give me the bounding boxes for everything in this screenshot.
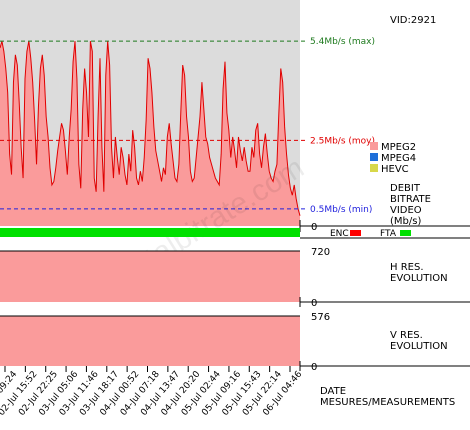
v-res-label-line2: EVOLUTION (390, 341, 448, 352)
vid-label: VID:2921 (390, 15, 436, 26)
bitrate-series-line (0, 40, 301, 216)
bitrate-area-layer (0, 40, 301, 227)
reference-label-avg: 2.5Mb/s (moy) (310, 136, 375, 146)
v-res-value-label: 576 (311, 312, 330, 323)
legend-swatch-hevc (370, 164, 378, 172)
v-res-label-line1: V RES. (390, 330, 423, 341)
fta-strip (0, 228, 300, 237)
h-res-area (0, 251, 300, 302)
h-res-value-label: 720 (311, 247, 330, 258)
x-title-line2: MESURES/MEASUREMENTS (320, 397, 455, 408)
reference-label-min: 0.5Mb/s (min) (310, 205, 372, 215)
bitrate-label-line3: VIDEO (390, 205, 422, 216)
v-res-zero-label: 0 (311, 362, 317, 373)
bitrate-label-line1: DEBIT (390, 183, 421, 194)
enc-swatch (350, 230, 361, 236)
legend-label-mpeg2: MPEG2 (381, 142, 416, 153)
reference-lines: 5.4Mb/s (max) 2.5Mb/s (moy) 0.5Mb/s (min) (0, 37, 375, 215)
bitrate-zero-label: 0 (311, 222, 317, 233)
enc-label: ENC (330, 229, 349, 239)
v-res-area (0, 316, 300, 366)
legend-swatch-mpeg2 (370, 142, 378, 150)
reference-label-max: 5.4Mb/s (max) (310, 37, 375, 47)
codec-legend: MPEG2 MPEG4 HEVC (370, 142, 416, 175)
h-res-zero-label: 0 (311, 298, 317, 309)
bitrate-label-line2: BITRATE (390, 194, 431, 205)
x-title-line1: DATE (320, 386, 346, 397)
bitrate-label-line4: (Mb/s) (390, 216, 421, 227)
fta-swatch (400, 230, 411, 236)
legend-swatch-mpeg4 (370, 153, 378, 161)
bitrate-area (0, 41, 300, 227)
fta-label: FTA (380, 229, 397, 239)
legend-label-hevc: HEVC (381, 164, 409, 175)
h-res-label-line2: EVOLUTION (390, 273, 448, 284)
h-res-label-line1: H RES. (390, 262, 424, 273)
legend-label-mpeg4: MPEG4 (381, 153, 416, 164)
